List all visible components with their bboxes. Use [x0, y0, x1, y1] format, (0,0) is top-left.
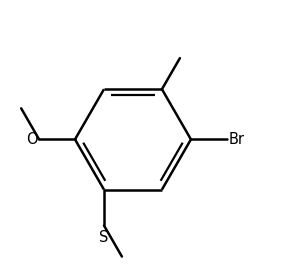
Text: S: S	[99, 231, 109, 245]
Text: Br: Br	[229, 132, 245, 147]
Text: O: O	[26, 132, 38, 147]
